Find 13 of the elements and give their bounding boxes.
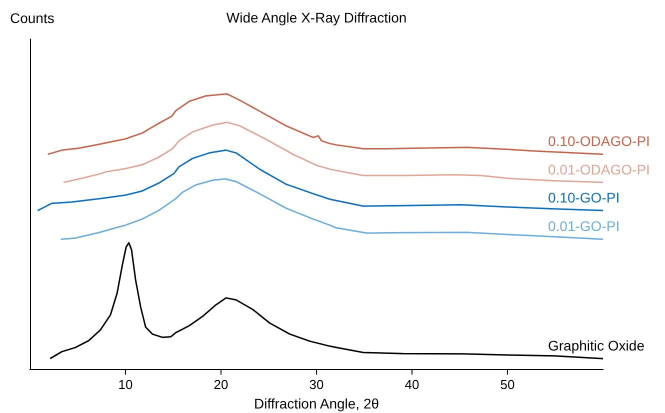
y-axis-title: Counts	[10, 10, 54, 26]
series-label: Graphitic Oxide	[548, 337, 645, 354]
x-tick-label: 50	[500, 376, 515, 392]
x-tick-label: 30	[309, 376, 324, 392]
x-tick-label: 40	[404, 376, 420, 392]
series-label: 0.10-ODAGO-PI	[548, 133, 650, 150]
x-axis-title: Diffraction Angle, 2θ	[254, 395, 380, 412]
series-label: 0.01-GO-PI	[548, 218, 620, 234]
series-label: 0.01-ODAGO-PI	[548, 161, 650, 178]
x-tick-label: 10	[118, 376, 133, 392]
chart-title: Wide Angle X-Ray Diffraction	[226, 9, 407, 26]
series-label: 0.10-GO-PI	[548, 189, 620, 206]
x-tick-label: 20	[214, 376, 228, 392]
